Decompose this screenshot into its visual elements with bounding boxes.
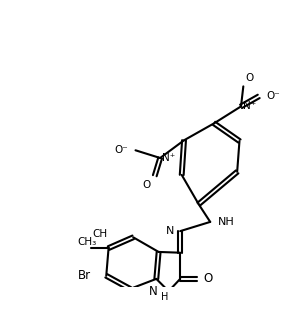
Text: CH: CH	[92, 229, 107, 239]
Text: O: O	[246, 72, 254, 82]
Text: O: O	[143, 180, 151, 190]
Text: NH: NH	[218, 217, 235, 227]
Text: Br: Br	[78, 269, 91, 282]
Text: H: H	[161, 292, 168, 302]
Text: N: N	[166, 226, 174, 236]
Text: O⁻: O⁻	[266, 91, 280, 101]
Text: N: N	[149, 285, 158, 298]
Text: CH₃: CH₃	[78, 237, 97, 247]
Text: O: O	[203, 272, 213, 285]
Text: O⁻: O⁻	[114, 145, 128, 155]
Text: N⁺: N⁺	[243, 101, 256, 111]
Text: N⁺: N⁺	[162, 153, 175, 163]
